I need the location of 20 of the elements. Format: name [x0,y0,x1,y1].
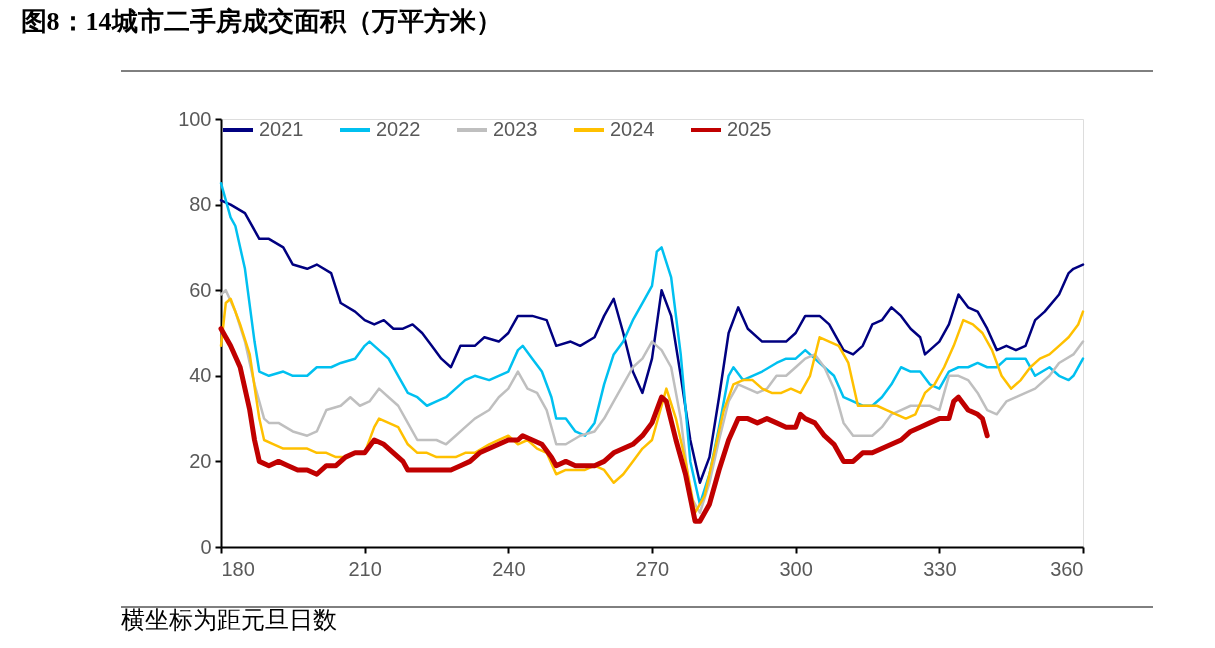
y-tick-label: 60 [189,278,212,301]
x-tick-label: 210 [348,557,382,580]
y-tick-label: 0 [200,535,212,558]
legend-label: 2022 [376,118,421,140]
legend-label: 2025 [727,118,772,140]
x-tick-label: 240 [492,557,526,580]
x-tick-label: 270 [635,557,670,580]
y-tick-label: 80 [189,193,212,216]
x-tick-label: 180 [221,557,255,580]
y-tick-label: 20 [189,449,212,472]
x-tick-label: 330 [923,557,957,580]
legend-label: 2024 [610,118,655,140]
legend-label: 2023 [493,118,538,140]
x-tick-label: 360 [1050,557,1084,580]
y-tick-label: 100 [178,107,212,130]
text: 横坐标为距元旦日数 [121,607,337,633]
chart-title: 图8：14城市二手房成交面积（万平方米） [20,6,502,36]
legend-label: 2021 [259,118,304,140]
x-tick-label: 300 [779,557,813,580]
y-tick-label: 40 [189,364,212,387]
